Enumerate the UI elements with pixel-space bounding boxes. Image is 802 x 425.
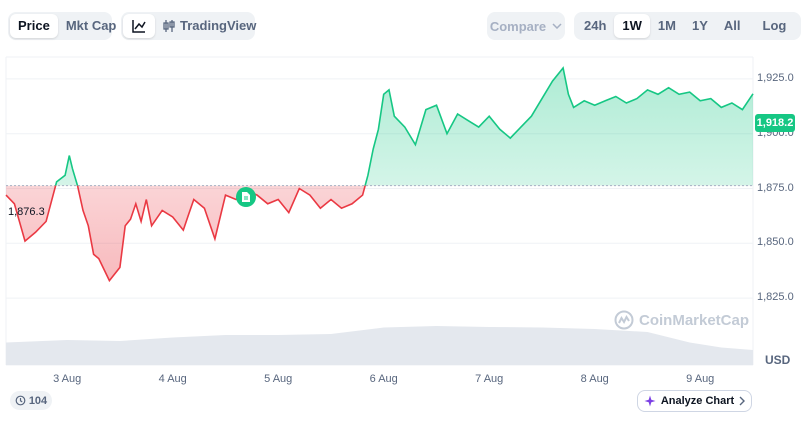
price-line-up xyxy=(54,66,754,186)
range-1w[interactable]: 1W xyxy=(614,14,650,38)
events-badge[interactable]: 104 xyxy=(10,391,52,410)
ai-sparkle-icon xyxy=(644,395,656,407)
chart-toolbar: Price Mkt Cap TradingView Compare 24h 1W… xyxy=(0,0,802,50)
price-line-down xyxy=(5,185,366,283)
coinmarketcap-logo-icon xyxy=(614,310,634,330)
x-axis-tick-label: 5 Aug xyxy=(264,373,293,385)
log-scale-toggle[interactable]: Log xyxy=(762,18,787,33)
price-area-below xyxy=(6,185,753,281)
analyze-chart-button[interactable]: Analyze Chart xyxy=(637,390,752,412)
volume-area xyxy=(6,326,753,365)
chart-type-group: TradingView xyxy=(121,12,256,40)
y-axis-tick-label: 1,850.0 xyxy=(757,236,794,249)
compare-dropdown[interactable]: Compare xyxy=(487,12,565,40)
range-tab-group: 24h 1W 1M 1Y All Log xyxy=(574,12,801,40)
tradingview-label: TradingView xyxy=(180,18,257,33)
metric-tab-group: Price Mkt Cap xyxy=(8,12,116,40)
compare-label: Compare xyxy=(489,18,547,34)
x-axis-tick-label: 3 Aug xyxy=(53,373,82,385)
x-axis-tick-label: 8 Aug xyxy=(580,373,609,385)
x-axis-tick-label: 6 Aug xyxy=(369,373,398,385)
y-axis-tick-label: 1,825.0 xyxy=(757,291,794,304)
tab-price[interactable]: Price xyxy=(10,14,58,38)
coinmarketcap-watermark: CoinMarketCap xyxy=(614,310,749,330)
document-icon xyxy=(242,192,250,202)
reference-price-label: 1,876.3 xyxy=(8,206,45,218)
analyze-chart-label: Analyze Chart xyxy=(660,395,735,407)
range-24h[interactable]: 24h xyxy=(584,18,607,33)
y-axis-tick-label: 1,875.0 xyxy=(757,181,794,194)
events-count: 104 xyxy=(28,394,48,407)
currency-label: USD xyxy=(765,353,791,367)
line-chart-button[interactable] xyxy=(123,14,155,38)
range-1m[interactable]: 1M xyxy=(657,18,676,33)
line-chart-icon xyxy=(132,20,146,33)
chevron-right-icon xyxy=(739,396,746,406)
current-price-tag: 1,918.2 xyxy=(755,114,795,132)
x-axis-tick-label: 9 Aug xyxy=(686,373,715,385)
tab-market-cap[interactable]: Mkt Cap xyxy=(65,18,117,33)
candlestick-icon xyxy=(163,20,175,32)
y-axis-tick-label: 1,925.0 xyxy=(757,71,794,84)
range-1y[interactable]: 1Y xyxy=(691,18,708,33)
x-axis-tick-label: 7 Aug xyxy=(475,373,504,385)
chevron-down-icon xyxy=(552,23,562,29)
news-event-marker[interactable] xyxy=(236,187,256,207)
watermark-text: CoinMarketCap xyxy=(639,311,750,329)
history-icon xyxy=(15,395,26,406)
tradingview-button[interactable]: TradingView xyxy=(155,14,264,38)
x-axis-tick-label: 4 Aug xyxy=(158,373,187,385)
range-all[interactable]: All xyxy=(723,18,741,33)
